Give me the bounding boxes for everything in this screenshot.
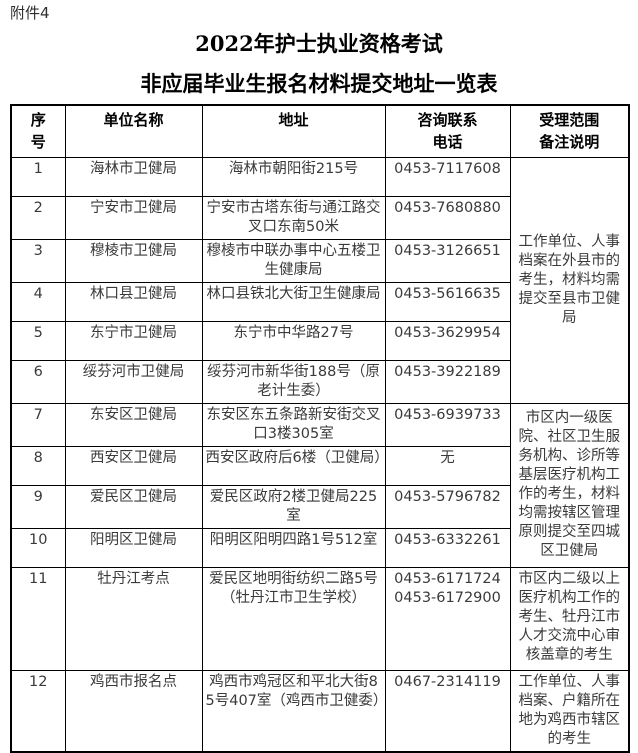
row-number-cell: 7 — [10, 402, 66, 447]
address-cell: 宁安市古塔东街与通江路交叉口东南50米 — [201, 195, 386, 240]
address-cell: 海林市朝阳街215号 — [201, 156, 386, 197]
address-cell: 西安区政府后6楼（卫健局） — [201, 445, 389, 486]
attachment-label: 附件4 — [10, 4, 50, 22]
unit-name-cell: 海林市卫健局 — [64, 156, 203, 197]
phone-cell: 0467-2314119 — [384, 669, 511, 752]
table-row: 6 绥芬河市卫健局 绥芬河市新华街188号（原老计生委） 0453-392218… — [10, 359, 629, 404]
row-number-cell: 6 — [10, 359, 66, 404]
row-number-cell: 12 — [10, 669, 66, 752]
table-row: 3 穆棱市卫健局 穆棱市中联办事中心五楼卫生健康局 0453-3126651 — [10, 238, 629, 283]
address-cell: 东安区东五条路新安街交叉口3楼305室 — [201, 402, 386, 447]
row-number-cell: 11 — [10, 566, 66, 671]
address-cell: 鸡西市鸡冠区和平北大街85号407室（鸡西市卫健委） — [201, 669, 387, 752]
remark-cell-rows-1-6: 工作单位、人事档案在外县市的考生，材料均需提交至县市卫健局 — [509, 156, 630, 404]
row-number-cell: 2 — [10, 195, 66, 240]
row-number-cell: 1 — [10, 156, 66, 197]
phone-cell: 0453-3126651 — [384, 238, 511, 283]
row-number-cell: 5 — [10, 320, 66, 361]
header-serial-number: 序 号 — [10, 104, 66, 158]
row-number-cell: 10 — [10, 527, 66, 568]
table-header-row: 序 号 单位名称 地址 咨询联系 电话 受理范围 备注说明 — [10, 104, 630, 158]
unit-name-cell: 绥芬河市卫健局 — [64, 359, 203, 404]
row-number-cell: 9 — [10, 484, 66, 529]
header-address: 地址 — [201, 104, 386, 158]
phone-cell: 0453-6332261 — [384, 527, 511, 568]
unit-name-cell: 爱民区卫健局 — [64, 484, 203, 529]
unit-name-cell: 东安区卫健局 — [64, 402, 203, 447]
header-unit-name: 单位名称 — [64, 104, 203, 158]
unit-name-cell: 西安区卫健局 — [64, 445, 203, 486]
table-row: 1 海林市卫健局 海林市朝阳街215号 0453-7117608 工作单位、人事… — [10, 156, 630, 404]
row-number-cell: 4 — [10, 281, 66, 322]
remark-cell-row-12: 工作单位、人事档案、户籍所在地为鸡西市辖区的考生 — [509, 669, 630, 752]
address-cell: 东宁市中华路27号 — [201, 320, 386, 361]
document-subtitle: 非应届毕业生报名材料提交地址一览表 — [140, 71, 498, 96]
unit-name-cell: 阳明区卫健局 — [64, 527, 203, 568]
unit-name-cell: 牡丹江考点 — [64, 566, 203, 671]
document-page: { "attachment_label": "附件4", "title_line… — [0, 4, 638, 753]
document-title: 2022年护士执业资格考试 — [195, 31, 443, 56]
table-row: 11 牡丹江考点 爱民区地明街纺织二路5号（牡丹江市卫生学校） 0453-617… — [10, 566, 630, 671]
phone-cell: 无 — [384, 445, 511, 486]
unit-name-cell: 东宁市卫健局 — [64, 320, 203, 361]
remark-cell-row-11: 市区内二级以上医疗机构工作的考生、牡丹江市人才交流中心审核盖章的考生 — [509, 566, 630, 671]
phone-cell: 0453-5796782 — [384, 484, 511, 529]
address-cell: 穆棱市中联办事中心五楼卫生健康局 — [201, 238, 386, 283]
phone-cell: 0453-3922189 — [384, 359, 511, 404]
phone-cell: 0453-3629954 — [384, 320, 511, 361]
unit-name-cell: 林口县卫健局 — [64, 281, 203, 322]
address-cell: 绥芬河市新华街188号（原老计生委） — [201, 359, 386, 404]
unit-name-cell: 鸡西市报名点 — [64, 669, 203, 752]
row-number-cell: 8 — [10, 445, 66, 486]
table-row: 10 阳明区卫健局 阳明区阳明四路1号512室 0453-6332261 — [10, 527, 629, 568]
address-cell: 爱民区地明街纺织二路5号（牡丹江市卫生学校） — [201, 566, 386, 671]
phone-cell: 0453-7117608 — [384, 156, 511, 197]
table-row: 9 爱民区卫健局 爱民区政府2楼卫健局225室 0453-5796782 — [10, 484, 629, 529]
submission-address-table: 序 号 单位名称 地址 咨询联系 电话 受理范围 备注说明 1 海林市卫健局 海… — [10, 104, 630, 753]
table-row: 2 宁安市卫健局 宁安市古塔东街与通江路交叉口东南50米 0453-768088… — [10, 195, 629, 240]
phone-cell: 0453-6939733 — [384, 402, 511, 447]
address-cell: 阳明区阳明四路1号512室 — [201, 527, 386, 568]
address-cell: 林口县铁北大街卫生健康局 — [201, 281, 386, 322]
header-scope-remark: 受理范围 备注说明 — [509, 104, 630, 158]
unit-name-cell: 宁安市卫健局 — [64, 195, 203, 240]
table-row: 5 东宁市卫健局 东宁市中华路27号 0453-3629954 — [10, 320, 629, 361]
remark-cell-rows-7-10: 市区内一级医院、社区卫生服务机构、诊所等基层医疗机构工作的考生，材料均需按辖区管… — [509, 402, 630, 568]
header-contact-phone: 咨询联系 电话 — [384, 104, 511, 158]
phone-cell: 0453-5616635 — [384, 281, 511, 322]
row-number-cell: 3 — [10, 238, 66, 283]
phone-cell: 0453-6171724 0453-6172900 — [384, 566, 511, 671]
table-row: 12 鸡西市报名点 鸡西市鸡冠区和平北大街85号407室（鸡西市卫健委） 046… — [10, 669, 630, 752]
phone-cell: 0453-7680880 — [384, 195, 511, 240]
table-row: 7 东安区卫健局 东安区东五条路新安街交叉口3楼305室 0453-693973… — [10, 402, 630, 568]
address-cell: 爱民区政府2楼卫健局225室 — [201, 484, 386, 529]
unit-name-cell: 穆棱市卫健局 — [64, 238, 203, 283]
